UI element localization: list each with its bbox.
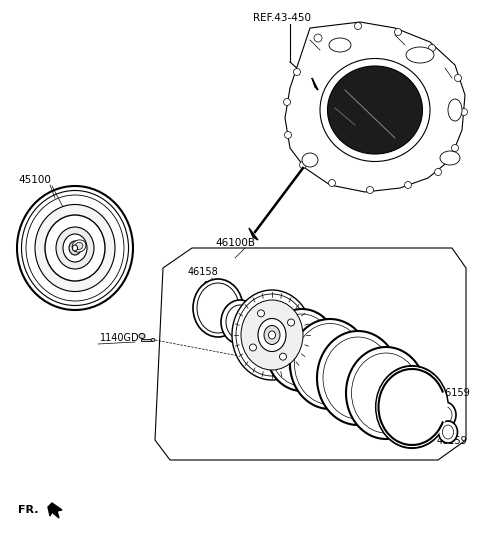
- Text: 46131: 46131: [202, 281, 233, 291]
- Ellipse shape: [22, 190, 129, 306]
- Text: 45681: 45681: [338, 346, 369, 356]
- Ellipse shape: [382, 372, 443, 442]
- Circle shape: [279, 353, 287, 360]
- Text: 45643C: 45643C: [263, 303, 300, 313]
- Text: 1140GD: 1140GD: [100, 333, 140, 343]
- Text: 46159: 46159: [437, 436, 468, 446]
- Ellipse shape: [268, 331, 276, 339]
- Ellipse shape: [35, 205, 115, 292]
- Ellipse shape: [221, 300, 259, 344]
- Ellipse shape: [351, 353, 420, 433]
- Ellipse shape: [258, 318, 286, 352]
- Ellipse shape: [295, 323, 365, 404]
- Text: FR.: FR.: [18, 505, 38, 515]
- Text: 45651B: 45651B: [394, 373, 432, 383]
- Ellipse shape: [193, 279, 243, 337]
- Circle shape: [257, 310, 264, 317]
- Ellipse shape: [45, 215, 105, 281]
- Ellipse shape: [226, 305, 254, 339]
- Text: REF.43-450: REF.43-450: [253, 13, 311, 23]
- Polygon shape: [155, 248, 466, 460]
- Polygon shape: [141, 339, 152, 341]
- Ellipse shape: [72, 245, 77, 251]
- Text: 46158: 46158: [188, 267, 219, 277]
- Text: 45644: 45644: [308, 333, 339, 343]
- Ellipse shape: [56, 227, 94, 269]
- Ellipse shape: [379, 369, 445, 445]
- Polygon shape: [249, 228, 258, 240]
- Circle shape: [452, 144, 458, 152]
- Ellipse shape: [438, 406, 452, 423]
- Circle shape: [395, 28, 401, 36]
- Circle shape: [434, 168, 442, 176]
- Polygon shape: [285, 22, 465, 192]
- Ellipse shape: [197, 283, 239, 333]
- Circle shape: [288, 319, 295, 326]
- Ellipse shape: [346, 347, 426, 439]
- Circle shape: [285, 131, 291, 138]
- Ellipse shape: [75, 242, 83, 249]
- Circle shape: [250, 344, 256, 351]
- Ellipse shape: [443, 425, 454, 439]
- Ellipse shape: [434, 402, 456, 428]
- Ellipse shape: [329, 38, 351, 52]
- Ellipse shape: [448, 99, 462, 121]
- Ellipse shape: [439, 421, 457, 443]
- Circle shape: [355, 22, 361, 30]
- Ellipse shape: [17, 186, 133, 310]
- Ellipse shape: [236, 294, 308, 376]
- Polygon shape: [312, 78, 318, 90]
- Ellipse shape: [26, 195, 124, 301]
- Ellipse shape: [406, 47, 434, 63]
- Ellipse shape: [63, 234, 87, 262]
- Ellipse shape: [139, 334, 145, 339]
- Ellipse shape: [376, 366, 448, 448]
- Circle shape: [328, 179, 336, 187]
- Circle shape: [314, 34, 322, 42]
- Text: 46100B: 46100B: [215, 238, 255, 248]
- Circle shape: [455, 74, 461, 82]
- Text: 45100: 45100: [18, 175, 51, 185]
- Ellipse shape: [323, 337, 393, 419]
- Text: 46159: 46159: [440, 388, 471, 398]
- Circle shape: [405, 182, 411, 189]
- Circle shape: [367, 187, 373, 194]
- Ellipse shape: [72, 240, 86, 252]
- Ellipse shape: [440, 151, 460, 165]
- Circle shape: [284, 98, 290, 106]
- Ellipse shape: [290, 319, 370, 409]
- Text: 45527A: 45527A: [278, 317, 316, 327]
- Circle shape: [300, 161, 307, 168]
- Ellipse shape: [317, 331, 399, 425]
- Ellipse shape: [241, 300, 303, 370]
- Circle shape: [293, 68, 300, 75]
- Ellipse shape: [232, 290, 312, 380]
- Ellipse shape: [302, 153, 318, 167]
- Ellipse shape: [266, 309, 338, 391]
- Ellipse shape: [69, 241, 81, 255]
- Ellipse shape: [327, 66, 422, 154]
- Circle shape: [460, 108, 468, 115]
- Text: 45577A: 45577A: [368, 360, 406, 370]
- Ellipse shape: [151, 339, 155, 341]
- Polygon shape: [48, 503, 62, 518]
- Ellipse shape: [271, 314, 334, 386]
- Ellipse shape: [264, 325, 280, 345]
- Circle shape: [429, 44, 435, 51]
